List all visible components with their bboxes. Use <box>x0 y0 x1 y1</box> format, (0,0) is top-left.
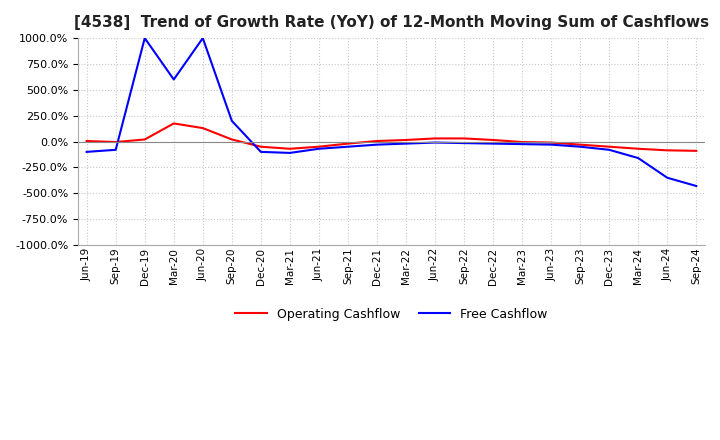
Title: [4538]  Trend of Growth Rate (YoY) of 12-Month Moving Sum of Cashflows: [4538] Trend of Growth Rate (YoY) of 12-… <box>74 15 709 30</box>
Operating Cashflow <box>315 144 323 149</box>
Free Cashflow <box>169 77 178 82</box>
Free Cashflow <box>663 175 672 180</box>
Operating Cashflow <box>112 139 120 145</box>
Operating Cashflow <box>169 121 178 126</box>
Free Cashflow <box>343 144 352 149</box>
Free Cashflow <box>576 144 585 149</box>
Operating Cashflow <box>692 148 701 154</box>
Free Cashflow <box>315 146 323 151</box>
Free Cashflow <box>489 141 498 146</box>
Free Cashflow <box>373 142 382 147</box>
Free Cashflow <box>112 147 120 152</box>
Line: Free Cashflow: Free Cashflow <box>86 38 696 186</box>
Operating Cashflow <box>286 146 294 151</box>
Operating Cashflow <box>343 141 352 146</box>
Free Cashflow <box>460 140 469 146</box>
Free Cashflow <box>546 142 555 147</box>
Operating Cashflow <box>140 137 149 142</box>
Operating Cashflow <box>489 137 498 143</box>
Operating Cashflow <box>199 125 207 131</box>
Operating Cashflow <box>460 136 469 141</box>
Free Cashflow <box>286 150 294 156</box>
Line: Operating Cashflow: Operating Cashflow <box>86 124 696 151</box>
Operating Cashflow <box>402 137 410 143</box>
Free Cashflow <box>140 36 149 41</box>
Operating Cashflow <box>518 139 526 145</box>
Free Cashflow <box>431 140 439 145</box>
Free Cashflow <box>199 36 207 41</box>
Free Cashflow <box>228 118 236 124</box>
Operating Cashflow <box>546 140 555 145</box>
Operating Cashflow <box>431 136 439 141</box>
Operating Cashflow <box>373 138 382 143</box>
Legend: Operating Cashflow, Free Cashflow: Operating Cashflow, Free Cashflow <box>230 303 552 326</box>
Free Cashflow <box>256 149 265 154</box>
Operating Cashflow <box>228 137 236 142</box>
Free Cashflow <box>402 141 410 146</box>
Operating Cashflow <box>605 144 613 149</box>
Operating Cashflow <box>576 142 585 147</box>
Operating Cashflow <box>634 146 642 151</box>
Free Cashflow <box>634 155 642 161</box>
Operating Cashflow <box>82 138 91 143</box>
Operating Cashflow <box>663 148 672 153</box>
Free Cashflow <box>605 147 613 152</box>
Free Cashflow <box>82 149 91 154</box>
Free Cashflow <box>518 142 526 147</box>
Free Cashflow <box>692 183 701 189</box>
Operating Cashflow <box>256 144 265 149</box>
